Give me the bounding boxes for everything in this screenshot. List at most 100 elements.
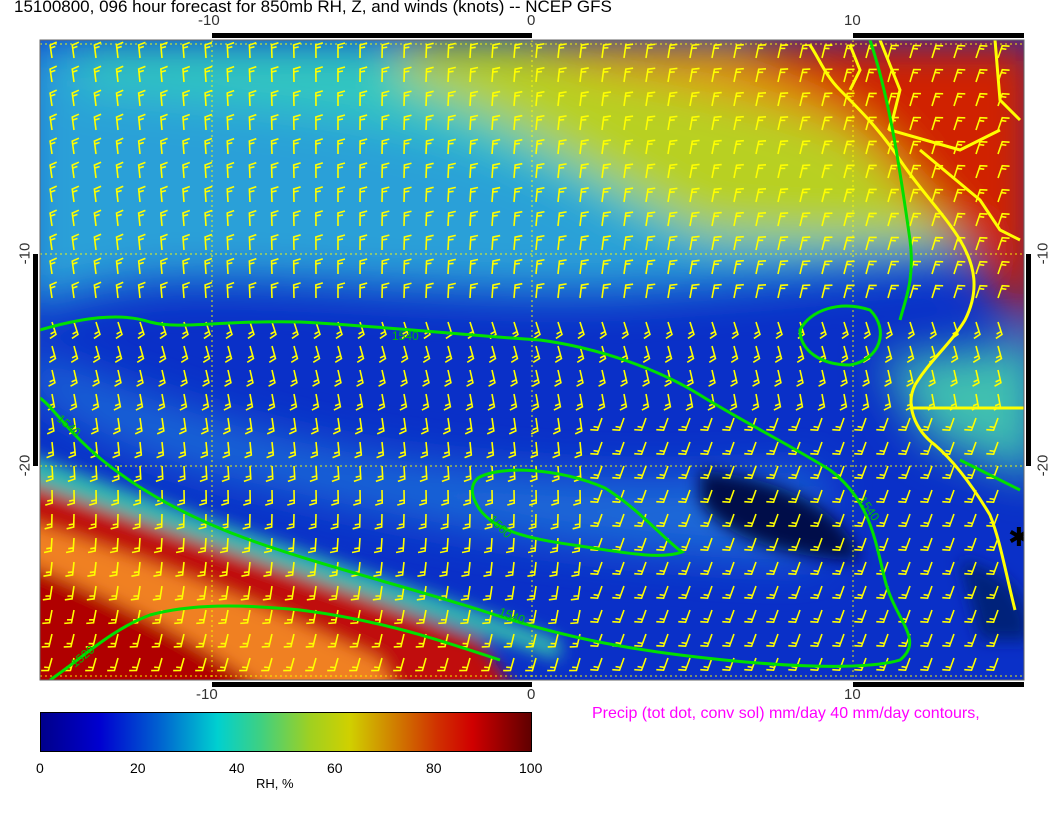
wind-barb (722, 633, 735, 648)
wind-barb (689, 235, 700, 251)
wind-barb (788, 561, 801, 576)
wind-barb (425, 234, 434, 251)
wind-barb (397, 489, 406, 506)
wind-barb (484, 513, 493, 530)
wind-barb (93, 257, 102, 275)
wind-barb (942, 633, 955, 648)
wind-barb (226, 209, 235, 227)
wind-barb (178, 417, 187, 435)
wind-barb (634, 585, 647, 600)
wind-barb (612, 609, 625, 624)
wind-barb (513, 282, 523, 299)
wind-barb (159, 137, 168, 155)
wind-barb (425, 42, 434, 59)
wind-barb (579, 163, 589, 179)
wind-barb (438, 609, 449, 625)
wind-barb (579, 139, 589, 155)
wind-barb (601, 283, 612, 299)
wind-barb (91, 393, 100, 411)
wind-barb (711, 67, 722, 83)
wind-barb (645, 187, 656, 203)
wind-barb (920, 513, 933, 528)
wind-barb (337, 234, 346, 251)
wind-barb (505, 561, 515, 577)
wind-barb (777, 164, 789, 179)
wind-barb (920, 441, 933, 456)
wind-barb (975, 284, 988, 299)
wind-barb (403, 42, 412, 59)
wind-barb (953, 284, 966, 299)
x-tick-top: 0 (527, 12, 536, 29)
wind-barb (270, 90, 279, 107)
wind-barb (226, 281, 235, 299)
wind-barb (137, 89, 146, 107)
wind-barb (292, 66, 301, 83)
wind-barb (579, 283, 589, 299)
wind-barb (204, 233, 213, 251)
wind-barb (267, 393, 276, 411)
wind-barb (513, 42, 523, 59)
wind-barb (315, 234, 324, 251)
wind-barb (399, 393, 408, 411)
wind-barb (337, 90, 346, 107)
wind-barb (137, 233, 146, 251)
wind-barb (997, 188, 1010, 203)
wind-barb (182, 233, 191, 251)
wind-barb (153, 561, 163, 577)
wind-barb (898, 465, 911, 480)
wind-barb (46, 441, 55, 459)
wind-barb (315, 114, 324, 131)
wind-barb (975, 44, 988, 59)
wind-barb (623, 283, 634, 299)
wind-barb (359, 138, 368, 155)
wind-barb (547, 657, 559, 672)
wind-barb (182, 209, 191, 227)
wind-barb (395, 561, 405, 577)
wind-barb (393, 633, 405, 648)
wind-barb (887, 92, 899, 107)
wind-barb (41, 633, 53, 648)
wind-barb (270, 234, 279, 251)
wind-barb (645, 259, 656, 275)
wind-barb (239, 633, 251, 648)
wind-barb (663, 393, 672, 411)
wind-barb (678, 657, 691, 672)
wind-barb (159, 257, 168, 275)
wind-barb (337, 210, 346, 227)
map-title: 15100800, 096 hour forecast for 850mb RH… (14, 0, 612, 16)
wind-barb (788, 417, 801, 432)
wind-barb (288, 441, 297, 459)
wind-barb (202, 369, 210, 387)
wind-barb (552, 441, 561, 459)
wind-barb (709, 321, 717, 340)
wind-barb (180, 369, 188, 387)
wind-barb (425, 90, 434, 107)
wind-barb (486, 417, 495, 435)
wind-barb (744, 561, 757, 576)
wind-barb (686, 345, 695, 364)
wind-barb (885, 321, 893, 340)
wind-barb (508, 441, 517, 459)
wind-barb (755, 212, 767, 227)
wind-barb (731, 321, 739, 340)
wind-barb (508, 417, 517, 435)
wind-barb (182, 281, 191, 299)
wind-barb (111, 489, 120, 506)
wind-barb (337, 42, 346, 59)
wind-barb (199, 489, 208, 506)
wind-barb (953, 44, 966, 59)
wind-barb (863, 321, 871, 340)
wind-barb (711, 163, 722, 179)
wind-barb (137, 137, 146, 155)
wind-barb (152, 609, 163, 625)
wind-barb (678, 609, 691, 624)
wind-barb (689, 211, 700, 227)
wind-barb (204, 113, 213, 131)
wind-barb (42, 609, 53, 625)
wind-barb (579, 43, 589, 59)
wind-barb (623, 139, 634, 155)
wind-barb (729, 393, 738, 411)
wind-barb (89, 489, 98, 506)
wind-barb (182, 41, 191, 59)
wind-barb (371, 657, 383, 672)
